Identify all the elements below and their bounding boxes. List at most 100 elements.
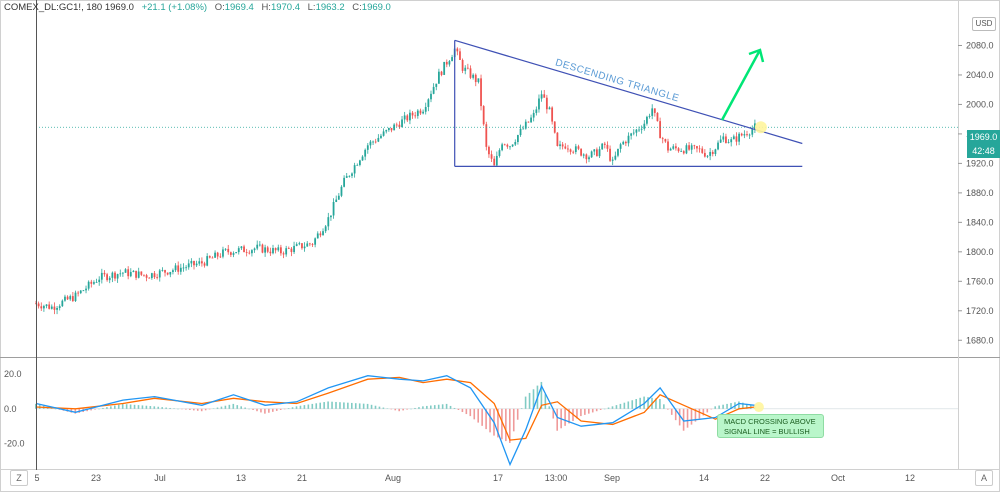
macd-histogram-bar bbox=[714, 406, 716, 409]
macd-histogram-bar bbox=[252, 408, 254, 410]
candle-body bbox=[456, 48, 459, 52]
macd-histogram-bar bbox=[426, 405, 428, 409]
macd-histogram-bar bbox=[386, 408, 389, 409]
candle-body bbox=[685, 145, 688, 154]
candle-body bbox=[124, 269, 127, 273]
candle-body bbox=[137, 271, 140, 278]
candle-body bbox=[501, 144, 503, 151]
candle-body bbox=[169, 271, 172, 275]
candle-body bbox=[211, 257, 214, 259]
candle-body bbox=[751, 129, 754, 135]
macd-histogram-bar bbox=[125, 404, 128, 409]
price-tick-label: 1680.0 bbox=[966, 335, 994, 345]
macd-histogram-bar bbox=[181, 408, 183, 410]
macd-histogram-bar bbox=[275, 408, 278, 411]
candle-body bbox=[345, 176, 348, 178]
macd-histogram-bar bbox=[177, 408, 179, 410]
macd-histogram-bar bbox=[157, 406, 160, 409]
macd-histogram-bar bbox=[121, 403, 124, 409]
macd-histogram-bar bbox=[114, 405, 116, 409]
candle-body bbox=[632, 132, 635, 134]
macd-histogram-bar bbox=[299, 405, 302, 409]
candle-body bbox=[219, 256, 222, 258]
timezone-button[interactable]: Z bbox=[10, 470, 28, 486]
candle-body bbox=[298, 243, 301, 245]
macd-histogram-bar bbox=[678, 408, 681, 426]
candle-body bbox=[527, 121, 530, 123]
candle-body bbox=[56, 307, 58, 310]
candle-body bbox=[430, 93, 432, 100]
candle-body bbox=[295, 244, 298, 246]
price-tick-label: 2080.0 bbox=[966, 40, 994, 50]
macd-histogram-bar bbox=[347, 402, 349, 409]
time-tick-label: Jul bbox=[154, 473, 166, 483]
price-pane[interactable] bbox=[35, 45, 958, 315]
candle-body bbox=[688, 145, 690, 150]
candle-body bbox=[738, 133, 740, 142]
time-tick-label: 13:00 bbox=[545, 473, 568, 483]
breakout-arrow-head bbox=[748, 48, 765, 63]
currency-button[interactable]: USD bbox=[972, 17, 996, 31]
candle-body bbox=[451, 57, 453, 62]
time-tick-label: 23 bbox=[91, 473, 101, 483]
auto-scale-button[interactable]: A bbox=[975, 470, 993, 486]
macd-histogram-bar bbox=[343, 402, 345, 409]
candle-body bbox=[282, 253, 285, 255]
candle-body bbox=[693, 145, 696, 147]
candle-body bbox=[530, 117, 532, 123]
macd-histogram-bar bbox=[35, 403, 37, 409]
candle-body bbox=[495, 155, 498, 166]
macd-histogram-bar bbox=[236, 405, 239, 409]
macd-histogram-bar bbox=[133, 404, 136, 409]
candle-body bbox=[627, 135, 630, 144]
candle-body bbox=[748, 134, 751, 136]
candle-body bbox=[540, 94, 543, 99]
candle-body bbox=[406, 115, 409, 121]
candle-body bbox=[435, 83, 438, 87]
candle-body bbox=[143, 274, 145, 276]
candle-body bbox=[614, 155, 617, 160]
time-tick-label: 14 bbox=[699, 473, 709, 483]
candle-body bbox=[393, 124, 396, 131]
candle-body bbox=[703, 152, 706, 157]
candle-body bbox=[248, 252, 251, 254]
price-tick-label: 2000.0 bbox=[966, 99, 994, 109]
candle-body bbox=[103, 272, 106, 275]
candle-body bbox=[553, 121, 556, 133]
candle-body bbox=[422, 111, 424, 114]
chart-header: COMEX_DL:GC1!, 180 1969.0 +21.1 (+1.08%)… bbox=[4, 2, 391, 13]
candle-body bbox=[340, 186, 343, 196]
candle-body bbox=[398, 124, 401, 128]
macd-histogram-bar bbox=[291, 407, 294, 409]
macd-histogram-bar bbox=[189, 408, 191, 410]
macd-histogram-bar bbox=[635, 399, 637, 409]
macd-note-box: MACD CROSSING ABOVE SIGNAL LINE = BULLIS… bbox=[717, 414, 824, 438]
candle-body bbox=[464, 67, 467, 71]
candle-body bbox=[727, 142, 730, 144]
candle-body bbox=[490, 154, 493, 159]
macd-histogram-bar bbox=[449, 405, 452, 409]
macd-histogram-bar bbox=[674, 408, 677, 421]
price-tick-label: 1840.0 bbox=[966, 217, 994, 227]
candle-body bbox=[582, 154, 585, 156]
candle-body bbox=[366, 145, 369, 150]
candle-body bbox=[485, 124, 488, 147]
candle-body bbox=[395, 124, 398, 126]
candle-body bbox=[98, 279, 101, 282]
candle-body bbox=[609, 148, 611, 161]
candle-body bbox=[145, 275, 148, 278]
macd-histogram-bar bbox=[208, 408, 211, 410]
candle-body bbox=[164, 270, 166, 273]
macd-histogram-bar bbox=[335, 401, 337, 409]
candle-body bbox=[187, 263, 190, 268]
macd-histogram-bar bbox=[686, 408, 689, 428]
time-tick-label: Sep bbox=[604, 473, 620, 483]
candle-body bbox=[382, 131, 385, 136]
macd-histogram-bar bbox=[552, 408, 555, 419]
candle-body bbox=[622, 141, 625, 145]
candle-body bbox=[519, 128, 522, 136]
last-bar-highlight bbox=[754, 121, 767, 134]
time-tick-label: 13 bbox=[236, 473, 246, 483]
macd-pane[interactable] bbox=[35, 375, 958, 467]
